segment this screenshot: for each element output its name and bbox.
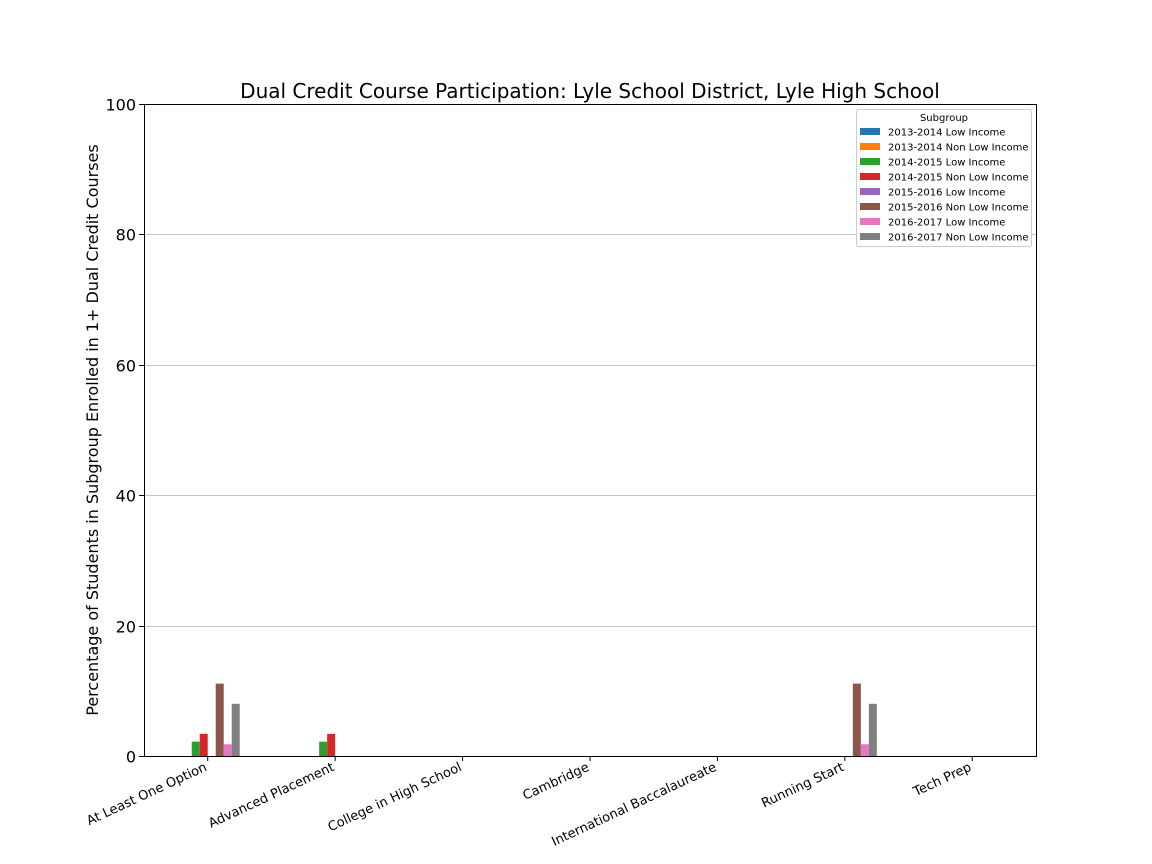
x-tick-label: College in High School — [326, 760, 464, 835]
legend-swatch — [860, 188, 880, 195]
legend-label: 2016-2017 Non Low Income — [888, 233, 1028, 244]
bar — [852, 683, 861, 756]
x-tick-label: Advanced Placement — [206, 760, 336, 831]
legend-swatch — [860, 158, 880, 165]
bar — [223, 744, 232, 756]
y-tick-label: 0 — [126, 748, 136, 767]
legend-swatch — [860, 218, 880, 225]
legend-swatch — [860, 143, 880, 150]
legend-title: Subgroup — [920, 113, 968, 124]
legend-swatch — [860, 173, 880, 180]
legend-label: 2013-2014 Non Low Income — [888, 143, 1028, 154]
y-tick-label: 80 — [116, 226, 136, 245]
y-tick-label: 20 — [116, 618, 136, 637]
bar — [191, 741, 200, 756]
y-tick-label: 60 — [116, 357, 136, 376]
legend-label: 2016-2017 Low Income — [888, 218, 1005, 229]
x-tick-label: At Least One Option — [84, 760, 209, 829]
bar — [215, 683, 224, 756]
y-tick-label: 40 — [116, 487, 136, 506]
legend-label: 2014-2015 Low Income — [888, 158, 1005, 169]
y-tick-label: 100 — [105, 96, 136, 115]
chart-title: Dual Credit Course Participation: Lyle S… — [240, 79, 940, 103]
bar — [868, 703, 877, 756]
bar — [231, 703, 240, 756]
legend-label: 2014-2015 Non Low Income — [888, 173, 1028, 184]
bars — [191, 683, 877, 756]
legend-swatch — [860, 203, 880, 210]
legend-label: 2015-2016 Low Income — [888, 188, 1005, 199]
legend: Subgroup 2013-2014 Low Income 2013-2014 N… — [856, 109, 1032, 247]
bar — [327, 733, 336, 756]
legend-frame — [856, 109, 1032, 247]
bar — [319, 741, 328, 756]
x-tick-label: Cambridge — [521, 760, 592, 804]
x-tick-label: Running Start — [759, 760, 846, 811]
legend-swatch — [860, 233, 880, 240]
y-axis-label: Percentage of Students in Subgroup Enrol… — [83, 144, 102, 715]
y-axis-ticks: 0 20 40 60 80 100 — [105, 96, 144, 767]
legend-label: 2013-2014 Low Income — [888, 128, 1005, 139]
x-tick-label: Tech Prep — [910, 760, 974, 800]
bar — [199, 733, 208, 756]
bar — [860, 744, 869, 756]
legend-swatch — [860, 128, 880, 135]
legend-label: 2015-2016 Non Low Income — [888, 203, 1028, 214]
